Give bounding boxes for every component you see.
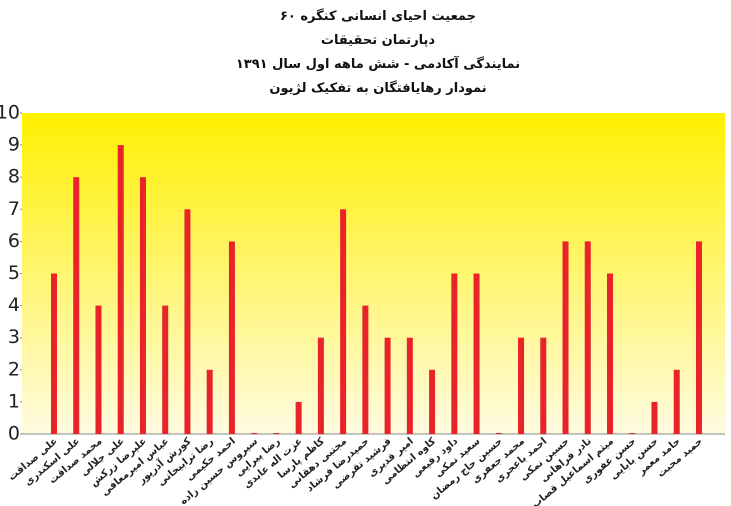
chart-title: نمایندگی آکادمی - شش ماهه اول سال ۱۳۹۱	[236, 55, 520, 72]
bar	[473, 273, 480, 434]
bar	[429, 369, 436, 434]
y-tick-label: 5	[8, 262, 20, 284]
bar	[362, 305, 369, 434]
bar	[317, 337, 324, 434]
y-tick-label: 6	[8, 230, 20, 252]
bar	[673, 369, 680, 434]
bar	[184, 209, 191, 434]
bar	[51, 273, 57, 434]
bar	[384, 337, 391, 434]
bar	[95, 305, 102, 434]
y-tick-label: 7	[8, 198, 20, 220]
y-tick-label: 1	[8, 390, 20, 412]
bar	[651, 401, 658, 434]
bar	[162, 305, 169, 434]
bar	[228, 241, 235, 434]
y-tick-label: 9	[8, 134, 20, 156]
bar	[340, 209, 347, 434]
bar	[251, 433, 258, 434]
bar	[295, 401, 302, 434]
y-tick-label: 8	[8, 166, 20, 188]
y-tick-label: 3	[8, 326, 20, 348]
y-tick-label: 2	[8, 358, 20, 380]
bar	[584, 241, 591, 434]
plot-area	[22, 113, 725, 434]
bar	[73, 177, 80, 434]
y-tick-label: 10	[0, 102, 20, 124]
bar	[518, 337, 525, 434]
bar	[451, 273, 458, 434]
chart-title: نمودار رهایافتگان به تفکیک لژیون	[269, 80, 486, 96]
bar	[273, 433, 280, 434]
bar	[495, 433, 502, 434]
bar	[695, 241, 702, 434]
chart-title: دپارتمان تحقیقات	[321, 33, 436, 48]
bar	[117, 145, 124, 434]
bar	[629, 433, 636, 434]
chart-title: جمعیت احیای انسانی کنگره ۶۰	[280, 8, 476, 24]
bar	[607, 273, 613, 434]
bar	[562, 241, 569, 434]
y-tick-label: 4	[8, 294, 20, 316]
bar	[139, 177, 146, 434]
bar	[540, 337, 547, 434]
bar	[406, 337, 413, 434]
y-tick-label: 0	[8, 423, 20, 445]
bar	[206, 369, 213, 434]
